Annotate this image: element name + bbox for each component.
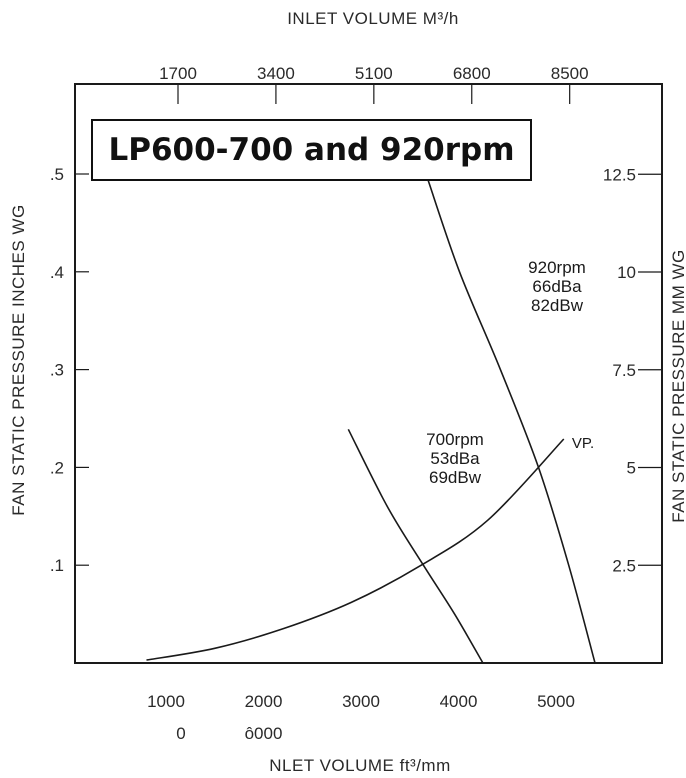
chart-title-box: LP600-700 and 920rpm xyxy=(91,119,532,181)
top-tick-label: 1700 xyxy=(159,64,197,83)
top-tick-label: 3400 xyxy=(257,64,295,83)
right-tick-label: 7.5 xyxy=(612,361,636,380)
bottom-second-row-label: ô000 xyxy=(245,724,283,743)
curve-label: 69dBw xyxy=(429,468,482,487)
left-tick-label: .1 xyxy=(50,556,64,575)
bottom-tick-label: 4000 xyxy=(440,692,478,711)
top-tick-label: 8500 xyxy=(551,64,589,83)
right-tick-label: 2.5 xyxy=(612,556,636,575)
top-tick-label: 6800 xyxy=(453,64,491,83)
right-axis: 2.5 5 7.5 10 12.5 xyxy=(603,165,662,575)
left-axis-title: FAN STATIC PRESSURE INCHES WG xyxy=(9,204,28,515)
right-axis-title: FAN STATIC PRESSURE MM WG xyxy=(669,249,686,523)
left-tick-label: .3 xyxy=(50,361,64,380)
curve-vp xyxy=(146,438,565,661)
curve-label: 700rpm xyxy=(426,430,484,449)
left-tick-label: .4 xyxy=(50,263,64,282)
bottom-second-row-label: 0 xyxy=(176,724,185,743)
chart-title: LP600-700 and 920rpm xyxy=(108,132,515,168)
top-axis: 1700 3400 5100 6800 8500 xyxy=(159,64,589,104)
curve-920rpm xyxy=(427,180,596,664)
left-axis: .1 .2 .3 .4 .5 xyxy=(50,165,89,575)
curve-label: 53dBa xyxy=(430,449,480,468)
curve-label: 82dBw xyxy=(531,296,584,315)
left-tick-label: .2 xyxy=(50,458,64,477)
curves xyxy=(146,180,596,664)
vp-curve-label: VP. xyxy=(572,435,594,452)
curve-label: 920rpm xyxy=(528,258,586,277)
bottom-axis: 1000 2000 3000 4000 5000 0 ô000 xyxy=(147,692,575,743)
bottom-tick-label: 2000 xyxy=(245,692,283,711)
right-tick-label: 12.5 xyxy=(603,165,636,184)
right-tick-label: 10 xyxy=(617,263,636,282)
top-axis-title: INLET VOLUME M³/h xyxy=(287,9,459,28)
left-tick-label: .5 xyxy=(50,165,64,184)
right-tick-label: 5 xyxy=(627,459,636,478)
bottom-tick-label: 5000 xyxy=(537,692,575,711)
bottom-tick-label: 1000 xyxy=(147,692,185,711)
top-tick-label: 5100 xyxy=(355,64,393,83)
bottom-axis-title: NLET VOLUME ft³/mm xyxy=(269,756,451,775)
curve-700rpm xyxy=(347,428,484,664)
plot-frame xyxy=(74,83,663,664)
curve-label: 66dBa xyxy=(532,277,582,296)
bottom-tick-label: 3000 xyxy=(342,692,380,711)
